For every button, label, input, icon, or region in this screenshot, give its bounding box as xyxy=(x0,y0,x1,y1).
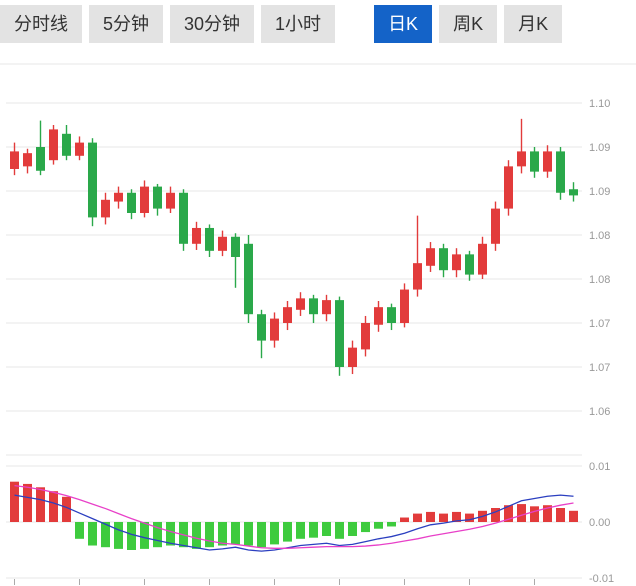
svg-text:0.01: 0.01 xyxy=(589,461,610,473)
tab-1hour[interactable]: 1小时 xyxy=(261,5,336,43)
tab-30min[interactable]: 30分钟 xyxy=(170,5,255,43)
tab-5min[interactable]: 5分钟 xyxy=(89,5,164,43)
svg-text:1.07: 1.07 xyxy=(589,362,610,374)
tab-monthly-k[interactable]: 月K xyxy=(504,5,563,43)
svg-text:0.00: 0.00 xyxy=(589,517,610,529)
svg-text:1.10: 1.10 xyxy=(589,98,610,110)
svg-text:1.08: 1.08 xyxy=(589,274,610,286)
svg-text:1.06: 1.06 xyxy=(589,406,610,418)
svg-text:1.08: 1.08 xyxy=(589,230,610,242)
timeframe-tabbar: 分时线 5分钟 30分钟 1小时 日K 周K 月K xyxy=(0,5,563,43)
tab-weekly-k[interactable]: 周K xyxy=(439,5,498,43)
svg-text:-0.01: -0.01 xyxy=(589,573,614,585)
svg-text:1.07: 1.07 xyxy=(589,318,610,330)
tab-daily-k[interactable]: 日K xyxy=(374,5,433,43)
svg-text:1.09: 1.09 xyxy=(589,142,610,154)
tab-timeline[interactable]: 分时线 xyxy=(0,5,82,43)
svg-text:1.09: 1.09 xyxy=(589,186,610,198)
